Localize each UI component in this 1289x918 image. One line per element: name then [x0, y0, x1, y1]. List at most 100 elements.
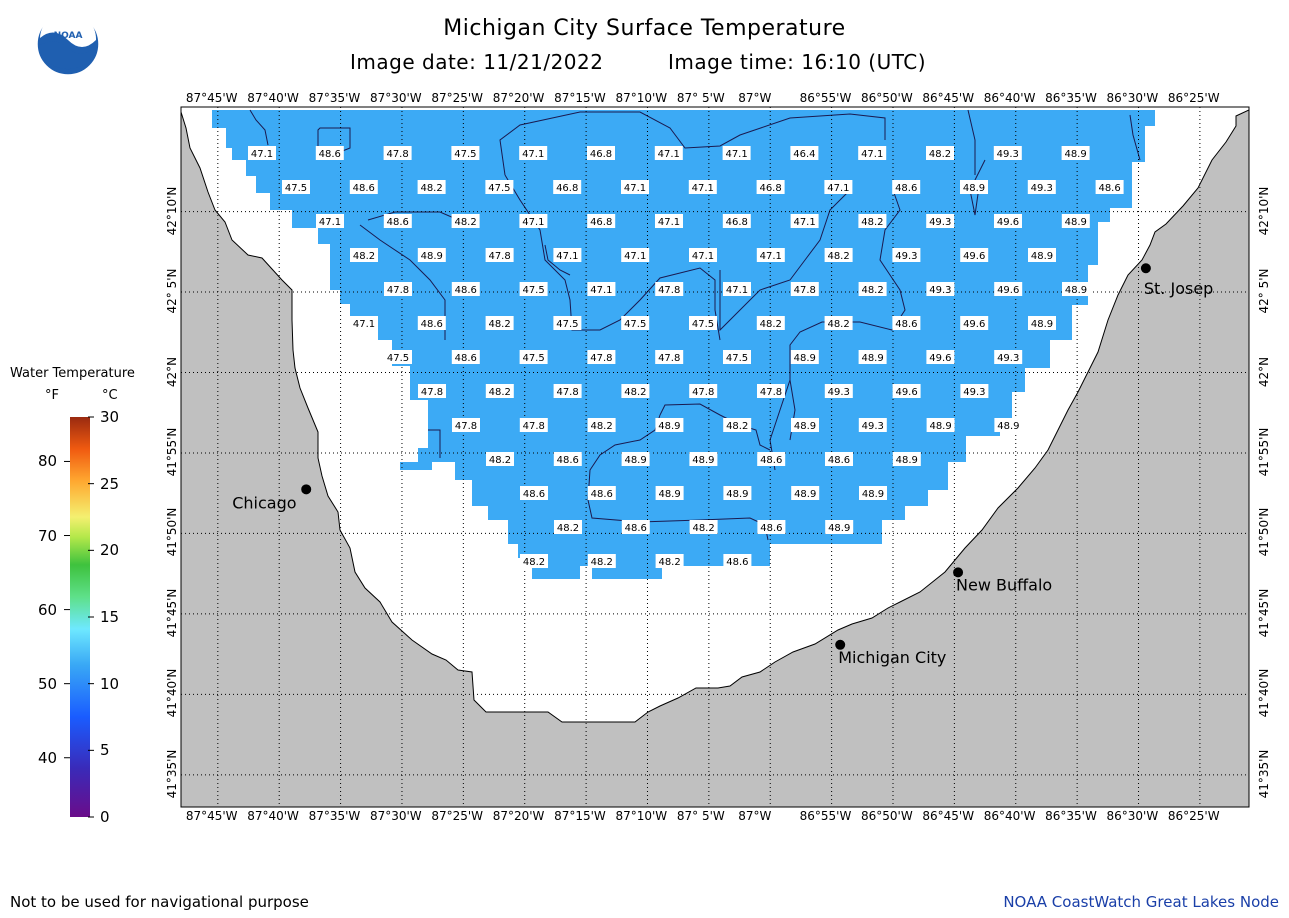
temperature-label: 48.9	[689, 452, 718, 466]
svg-text:49.3: 49.3	[929, 285, 951, 296]
temperature-label: 48.6	[892, 316, 921, 330]
longitude-label-top: 87°W	[738, 91, 772, 105]
svg-text:49.6: 49.6	[963, 251, 985, 262]
color-scale-bar	[64, 416, 94, 818]
temperature-label: 47.8	[418, 384, 446, 398]
temperature-label: 49.3	[960, 384, 989, 398]
longitude-label-bottom: 86°30'W	[1106, 809, 1159, 823]
svg-text:47.1: 47.1	[793, 217, 815, 228]
svg-text:47.5: 47.5	[285, 183, 307, 194]
temperature-label: 48.6	[520, 486, 548, 500]
svg-text:48.9: 48.9	[794, 353, 816, 364]
svg-text:48.9: 48.9	[624, 455, 646, 466]
temperature-label: 48.2	[655, 554, 684, 568]
svg-text:47.1: 47.1	[658, 149, 680, 160]
svg-text:47.1: 47.1	[726, 285, 748, 296]
temperature-label: 48.2	[587, 418, 616, 432]
svg-text:48.2: 48.2	[861, 285, 883, 296]
svg-text:48.2: 48.2	[861, 217, 883, 228]
svg-text:47.5: 47.5	[624, 319, 646, 330]
temperature-label: 49.3	[993, 146, 1022, 160]
temperature-label: 48.2	[824, 248, 853, 262]
longitude-label-bottom: 87° 5'W	[676, 809, 725, 823]
temperature-label: 49.6	[960, 248, 989, 262]
svg-text:47.8: 47.8	[455, 421, 477, 432]
temperature-label: 47.1	[723, 282, 751, 296]
longitude-label-top: 87°30'W	[369, 91, 422, 105]
temperature-label: 47.1	[621, 248, 650, 262]
latitude-label-right: 42°N	[1257, 356, 1271, 387]
temperature-label: 49.6	[994, 214, 1022, 228]
svg-text:48.2: 48.2	[726, 421, 748, 432]
svg-text:48.6: 48.6	[828, 455, 850, 466]
temperature-label: 48.6	[621, 520, 650, 534]
city-label: Chicago	[232, 493, 296, 512]
svg-text:48.2: 48.2	[420, 183, 442, 194]
temperature-label: 47.5	[485, 180, 514, 194]
city-marker	[301, 484, 312, 495]
temperature-label: 48.2	[858, 282, 887, 296]
temperature-label: 47.8	[553, 384, 582, 398]
longitude-label-top: 86°40'W	[983, 91, 1036, 105]
legend-fahrenheit-tick: 50	[38, 674, 58, 693]
temperature-label: 47.1	[621, 180, 649, 194]
svg-text:48.2: 48.2	[658, 557, 680, 568]
legend-unit-fahrenheit: °F	[45, 388, 59, 403]
temperature-label: 48.6	[417, 316, 446, 330]
svg-text:48.6: 48.6	[557, 455, 579, 466]
longitude-label-bottom: 87°45'W	[185, 809, 238, 823]
svg-text:48.2: 48.2	[523, 557, 545, 568]
svg-text:48.6: 48.6	[455, 353, 477, 364]
svg-text:47.1: 47.1	[556, 251, 578, 262]
svg-text:48.9: 48.9	[929, 421, 951, 432]
longitude-label-bottom: 86°40'W	[983, 809, 1036, 823]
temperature-label: 48.6	[587, 486, 616, 500]
svg-text:48.2: 48.2	[489, 387, 511, 398]
svg-text:47.1: 47.1	[353, 319, 375, 330]
svg-text:48.9: 48.9	[692, 455, 714, 466]
temperature-label: 47.1	[248, 146, 276, 160]
svg-text:49.3: 49.3	[997, 353, 1019, 364]
svg-text:49.3: 49.3	[828, 387, 850, 398]
temperature-label: 48.9	[960, 180, 988, 194]
longitude-label-bottom: 87°40'W	[247, 809, 299, 823]
svg-text:47.1: 47.1	[624, 251, 646, 262]
temperature-label: 48.2	[587, 554, 616, 568]
temperature-label: 46.8	[756, 180, 785, 194]
svg-text:49.6: 49.6	[929, 353, 951, 364]
temperature-label: 48.9	[791, 418, 819, 432]
navigation-disclaimer: Not to be used for navigational purpose	[10, 893, 309, 911]
longitude-label-top: 86°30'W	[1106, 91, 1159, 105]
svg-text:48.2: 48.2	[557, 523, 579, 534]
svg-text:47.1: 47.1	[861, 149, 883, 160]
temperature-label: 47.1	[316, 214, 344, 228]
temperature-label: 48.9	[994, 418, 1023, 432]
temperature-label: 48.2	[756, 316, 785, 330]
svg-text:47.5: 47.5	[488, 183, 510, 194]
temperature-label: 47.1	[655, 214, 683, 228]
coastwatch-credit: NOAA CoastWatch Great Lakes Node	[1003, 893, 1279, 911]
temperature-label: 48.9	[858, 350, 887, 364]
svg-text:48.2: 48.2	[591, 557, 613, 568]
temperature-label: 48.2	[723, 418, 752, 432]
temperature-label: 48.2	[689, 520, 718, 534]
svg-text:48.9: 48.9	[997, 421, 1019, 432]
svg-text:48.9: 48.9	[658, 489, 680, 500]
longitude-label-bottom: 86°55'W	[799, 809, 852, 823]
latitude-label-left: 42° 5'N	[165, 268, 179, 314]
longitude-label-bottom: 86°25'W	[1167, 809, 1220, 823]
svg-text:48.9: 48.9	[1031, 319, 1053, 330]
svg-text:47.1: 47.1	[692, 183, 714, 194]
latitude-label-right: 41°50'N	[1257, 508, 1271, 557]
svg-text:48.9: 48.9	[861, 353, 883, 364]
svg-text:48.6: 48.6	[895, 319, 917, 330]
svg-text:48.2: 48.2	[827, 251, 849, 262]
svg-text:48.6: 48.6	[625, 523, 647, 534]
temperature-label: 48.6	[553, 452, 582, 466]
temperature-label: 49.6	[994, 282, 1023, 296]
svg-text:49.3: 49.3	[895, 251, 917, 262]
svg-text:48.6: 48.6	[1098, 183, 1120, 194]
svg-text:48.9: 48.9	[963, 183, 985, 194]
latitude-label-left: 41°50'N	[165, 508, 179, 557]
svg-text:47.5: 47.5	[454, 149, 476, 160]
